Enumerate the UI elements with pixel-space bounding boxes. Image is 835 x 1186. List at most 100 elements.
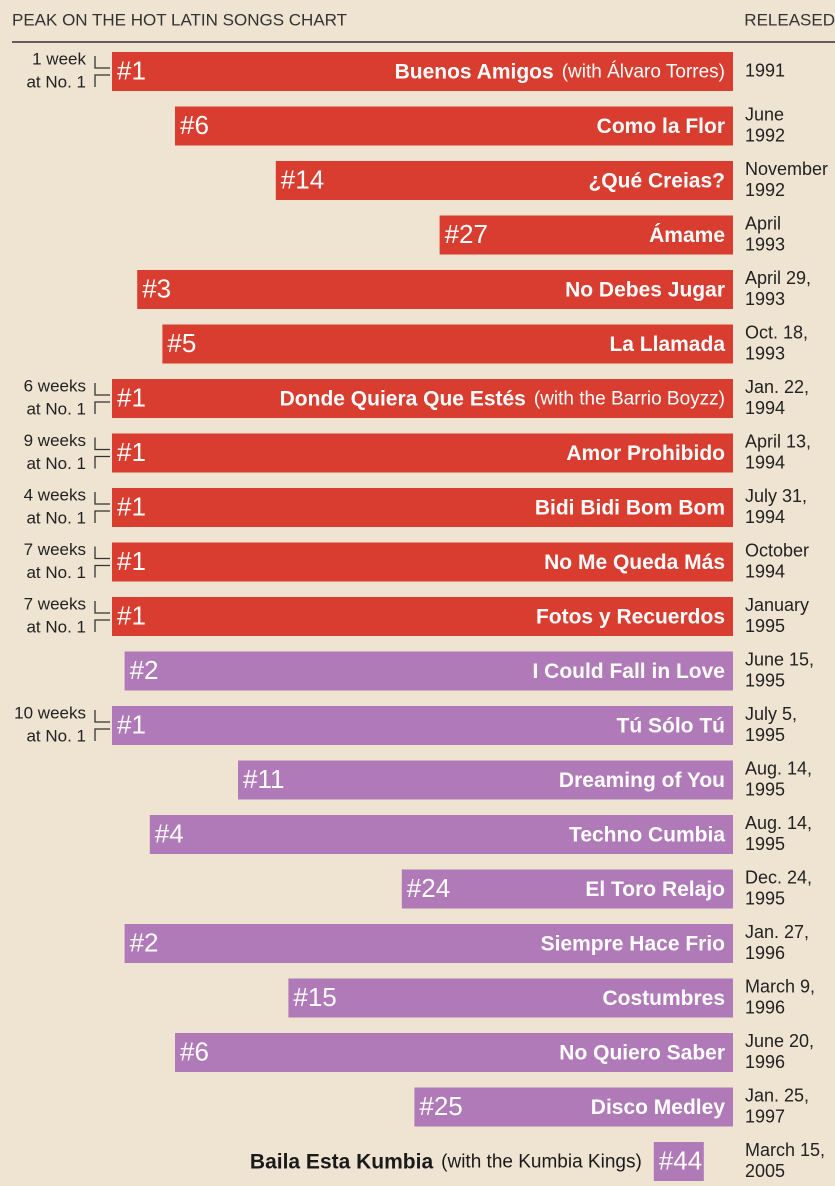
- rank-label: #1: [117, 437, 146, 467]
- rank-label: #1: [117, 382, 146, 412]
- song-title: Dreaming of You: [559, 769, 725, 792]
- bar: [112, 433, 733, 473]
- bar: [112, 542, 733, 582]
- release-date: March 15,: [745, 1140, 825, 1160]
- song-title: I Could Fall in Love: [532, 660, 725, 683]
- song-name: El Toro Relajo: [585, 878, 725, 901]
- song-title: ¿Qué Creias?: [588, 169, 725, 192]
- song-name: No Debes Jugar: [565, 278, 725, 301]
- song-title: No Debes Jugar: [565, 278, 725, 301]
- rank-label: #6: [180, 110, 209, 140]
- song-name: ¿Qué Creias?: [588, 169, 725, 192]
- song-name: Siempre Hace Frio: [541, 932, 725, 955]
- rank-label: #5: [167, 328, 196, 358]
- bar: [112, 706, 733, 745]
- song-title: Bidi Bidi Bom Bom: [535, 496, 725, 519]
- bar: [653, 1142, 704, 1181]
- song-name: Como la Flor: [597, 115, 725, 138]
- song-name: La Llamada: [609, 333, 725, 356]
- release-date: Dec. 24,: [745, 867, 812, 887]
- bar: [275, 161, 733, 200]
- release-date: July 31,: [745, 486, 807, 506]
- release-date: 1995: [745, 779, 785, 799]
- song-title: No Quiero Saber: [559, 1041, 725, 1064]
- rank-label: #15: [293, 982, 336, 1012]
- song-title: No Me Queda Más: [544, 551, 725, 574]
- bracket: [94, 546, 110, 578]
- release-date: March 9,: [745, 976, 815, 996]
- release-date: 1994: [745, 561, 785, 581]
- rank-label: #1: [117, 709, 146, 739]
- song-name: No Me Queda Más: [544, 551, 725, 574]
- bracket: [94, 710, 110, 741]
- song-title: Donde Quiera Que Estés (with the Barrio B…: [280, 387, 725, 410]
- song-title: Tú Sólo Tú: [617, 714, 725, 737]
- song-name: I Could Fall in Love: [532, 660, 725, 683]
- song-title: Como la Flor: [597, 115, 725, 138]
- song-title: Siempre Hace Frio: [541, 932, 725, 955]
- song-name: Fotos y Recuerdos: [536, 605, 725, 628]
- release-date: 1996: [745, 1052, 785, 1072]
- weeks-note: at No. 1: [26, 72, 86, 91]
- release-date: 1995: [745, 725, 785, 745]
- bar: [175, 106, 733, 146]
- bracket: [94, 383, 110, 414]
- bar: [137, 270, 733, 309]
- weeks-note: 6 weeks: [24, 376, 86, 395]
- song-title: Amor Prohibido: [566, 442, 725, 465]
- weeks-note: 7 weeks: [24, 594, 86, 613]
- featuring: (with the Kumbia Kings): [441, 1152, 642, 1173]
- release-date: July 5,: [745, 704, 797, 724]
- bar: [112, 488, 733, 527]
- release-date: June 20,: [745, 1031, 814, 1051]
- release-date: April 29,: [745, 268, 811, 288]
- song-title: Ámame: [649, 224, 725, 247]
- song-name: Disco Medley: [591, 1096, 726, 1119]
- bar: [124, 651, 734, 691]
- rank-label: #3: [142, 273, 171, 303]
- release-date: Jan. 27,: [745, 922, 809, 942]
- rank-label: #44: [659, 1145, 702, 1175]
- release-date: 1996: [745, 943, 785, 963]
- weeks-note: 7 weeks: [24, 540, 86, 559]
- bar: [124, 924, 734, 963]
- release-date: Aug. 14,: [745, 758, 812, 778]
- song-title: Disco Medley: [591, 1096, 726, 1119]
- song-title: Techno Cumbia: [569, 823, 725, 846]
- bar: [414, 1087, 733, 1127]
- song-name: Ámame: [649, 224, 725, 247]
- song-name: Costumbres: [602, 987, 725, 1010]
- bracket: [94, 56, 110, 87]
- bar: [238, 760, 733, 800]
- song-title: El Toro Relajo: [585, 878, 725, 901]
- bracket: [94, 437, 110, 469]
- bar: [401, 869, 733, 909]
- rank-label: #24: [407, 873, 450, 903]
- song-name: Amor Prohibido: [566, 442, 725, 465]
- bar: [149, 815, 734, 854]
- rank-label: #2: [130, 655, 159, 685]
- rank-label: #1: [117, 55, 146, 85]
- weeks-note: 10 weeks: [14, 703, 86, 722]
- bar: [112, 597, 733, 636]
- song-title: Buenos Amigos (with Álvaro Torres): [395, 60, 725, 83]
- featuring: (with the Barrio Boyzz): [534, 389, 725, 410]
- song-name: Techno Cumbia: [569, 823, 725, 846]
- bracket: [94, 601, 110, 632]
- release-date: 1996: [745, 997, 785, 1017]
- song-name: Bidi Bidi Bom Bom: [535, 496, 725, 519]
- released-label: RELEASED: [744, 10, 835, 29]
- bracket: [94, 492, 110, 523]
- bar: [288, 978, 733, 1018]
- release-date: 1993: [745, 289, 785, 309]
- release-date: 1992: [745, 125, 785, 145]
- bar: [112, 52, 733, 91]
- weeks-note: 9 weeks: [24, 431, 86, 450]
- rank-label: #1: [117, 600, 146, 630]
- weeks-note: at No. 1: [26, 726, 86, 745]
- weeks-note: 4 weeks: [24, 485, 86, 504]
- release-date: 1993: [745, 343, 785, 363]
- rank-label: #1: [117, 491, 146, 521]
- rank-label: #6: [180, 1036, 209, 1066]
